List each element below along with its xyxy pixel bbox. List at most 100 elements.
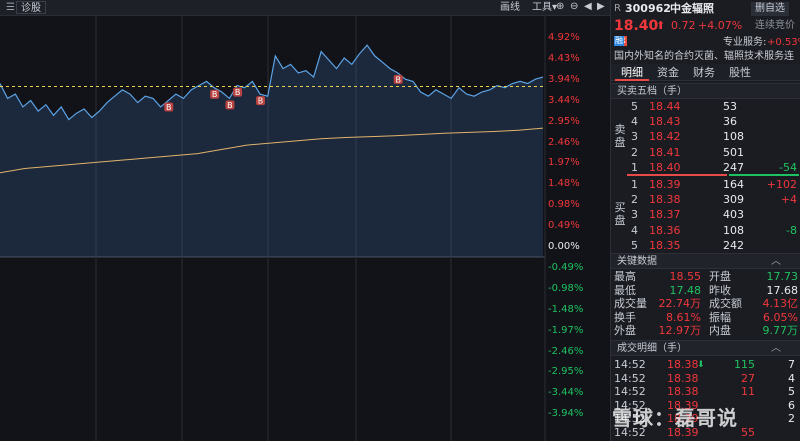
level-volume: 53	[723, 100, 737, 113]
level-volume: 36	[723, 115, 737, 129]
remove-watch-button[interactable]: 删自选	[751, 2, 789, 16]
keydata-row: 成交量 22.74万 成交额 4.13亿	[611, 297, 800, 311]
tab-4[interactable]: 股性	[729, 66, 751, 79]
stock-name: 中金辐照	[670, 2, 714, 15]
keydata-value: 12.97万	[658, 324, 702, 338]
buy-marker[interactable]	[225, 100, 235, 110]
buy-marker[interactable]	[233, 87, 243, 97]
keydata-label: 外盘	[614, 324, 636, 338]
price-change-pct: +4.07%	[698, 19, 743, 32]
level-volume: 501	[723, 145, 744, 159]
watermark: 雪球：磊哥说	[612, 406, 738, 430]
buy-marker[interactable]	[393, 74, 403, 84]
menu-icon[interactable]: ☰	[6, 2, 15, 13]
trade-price: 18.39	[667, 426, 699, 439]
orderbook-title: 买卖五档（手）	[617, 86, 687, 97]
stock-code: 300962	[625, 2, 671, 15]
keydata-title: 关键数据	[617, 256, 657, 267]
keydata-value: 9.77万	[762, 324, 799, 338]
level-change: -8	[786, 223, 797, 237]
tools-label: 工具	[532, 2, 552, 13]
ask-row[interactable]: 4 18.43 36	[611, 115, 800, 129]
y-axis-label: 3.44%	[548, 94, 580, 106]
bid-row[interactable]: 5 18.35 242	[611, 239, 800, 253]
keydata-label: 开盘	[709, 270, 731, 283]
keydata-label: 最高	[614, 270, 636, 283]
trade-volume: 115	[734, 358, 755, 371]
level-num: 3	[631, 130, 638, 144]
buy-marker[interactable]	[256, 96, 266, 106]
level-price: 18.35	[649, 238, 681, 252]
keydata-label: 内盘	[709, 324, 731, 338]
quote-prefix: R	[614, 3, 621, 14]
sell-side-label: 卖盘	[614, 123, 626, 149]
diagnose-button[interactable]: 诊股	[16, 1, 46, 14]
trade-count: 6	[788, 398, 795, 412]
trade-price: 18.38	[667, 358, 699, 371]
trades-title: 成交明细（手）	[617, 343, 687, 354]
y-axis-label: -3.94%	[548, 408, 584, 420]
y-axis-label: 4.43%	[548, 52, 580, 64]
level-num: 2	[631, 193, 638, 207]
industry-change: +0.53%	[767, 37, 800, 48]
keydata-value: 22.74万	[658, 297, 702, 311]
ask-row[interactable]: 2 18.41 501	[611, 146, 800, 160]
buy-marker-label: B	[166, 103, 172, 112]
level-price: 18.44	[649, 100, 681, 113]
ask-row[interactable]: 3 18.42 108	[611, 130, 800, 144]
draw-line-button[interactable]: 画线	[500, 2, 520, 13]
trade-time: 14:52	[614, 371, 646, 385]
level-num: 5	[631, 238, 638, 252]
buy-marker-label: B	[227, 101, 233, 110]
y-axis-label: 1.97%	[548, 157, 580, 169]
bid-row[interactable]: 2 18.38 309 +4	[611, 193, 800, 207]
level-num: 5	[631, 100, 638, 113]
tools-button[interactable]: 工具▾	[528, 1, 561, 14]
y-axis-label: -2.95%	[548, 366, 584, 378]
collapse-icon[interactable]: ︿	[771, 256, 781, 267]
y-axis-label: -2.46%	[548, 345, 584, 357]
buy-marker[interactable]	[210, 89, 220, 99]
tab-3[interactable]: 财务	[693, 66, 715, 79]
keydata-value: 17.48	[669, 283, 702, 297]
level-num: 1	[631, 160, 638, 174]
market-tag: 融	[614, 36, 624, 46]
collapse-icon[interactable]: ︿	[771, 343, 781, 354]
tab-2[interactable]: 资金	[657, 66, 679, 79]
zoom-in-icon[interactable]: ⊕	[556, 1, 565, 12]
trade-volume: 11	[741, 385, 755, 399]
ask-row[interactable]: 1 18.40 247 -54	[611, 161, 800, 175]
prev-icon[interactable]: ◀	[584, 1, 592, 12]
keydata-label: 成交量	[614, 297, 647, 311]
zoom-out-icon[interactable]: ⊖	[570, 1, 579, 12]
bid-row[interactable]: 1 18.39 164 +102	[611, 178, 800, 192]
keydata-value: 17.73	[766, 270, 799, 283]
keydata-row: 最高 18.55 开盘 17.73	[611, 270, 800, 284]
buy-marker[interactable]	[164, 102, 174, 112]
stock-panel: R 300962 中金辐照 删自选 18.40 ⬆ 0.72 +4.07% 连续…	[610, 0, 800, 441]
level-volume: 164	[723, 178, 744, 191]
y-axis-label: 0.00%	[548, 241, 580, 252]
trade-row: 14:52 18.39 2	[611, 412, 800, 426]
level-price: 18.43	[649, 115, 681, 129]
bid-row[interactable]: 4 18.36 108 -8	[611, 224, 800, 238]
y-axis-label: -0.49%	[548, 261, 584, 273]
keydata-label: 成交额	[709, 297, 742, 311]
keydata-label: 最低	[614, 283, 636, 297]
keydata-value: 17.68	[766, 283, 799, 297]
level-price: 18.41	[649, 145, 681, 159]
industry-label[interactable]: 专业服务:	[723, 37, 767, 48]
ask-row[interactable]: 5 18.44 53	[611, 100, 800, 114]
price-change: 0.72	[671, 19, 696, 32]
next-icon[interactable]: ▶	[597, 1, 605, 12]
trade-row: 14:52 18.38 ⬇ 115 7	[611, 358, 800, 372]
level-num: 4	[631, 223, 638, 237]
trade-volume: 55	[741, 426, 755, 439]
bid-row[interactable]: 3 18.37 403	[611, 208, 800, 222]
keydata-row: 最低 17.48 昨收 17.68	[611, 284, 800, 298]
tab-1[interactable]: 明细	[615, 64, 649, 81]
chevron-down-icon: ▾	[552, 2, 558, 13]
info-tabs: 明细 资金 财务 股性	[611, 64, 800, 81]
